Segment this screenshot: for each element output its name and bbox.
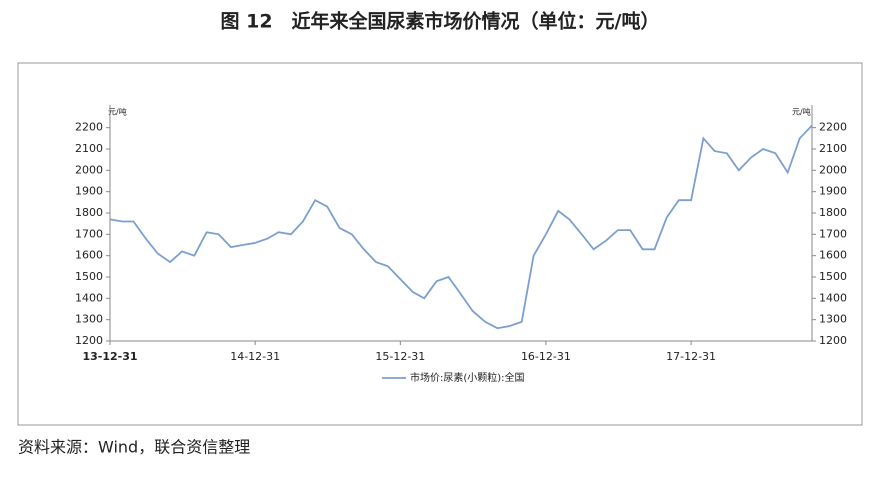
x-tick-label: 16-12-31 xyxy=(521,350,571,363)
y-tick-label: 1800 xyxy=(75,206,103,219)
y2-tick-label: 2000 xyxy=(819,163,847,176)
x-tick-label: 14-12-31 xyxy=(230,350,280,363)
y2-tick-label: 1700 xyxy=(819,227,847,240)
y2-unit: 元/吨 xyxy=(792,107,811,117)
y2-tick-label: 1500 xyxy=(819,270,847,283)
chart-title: 图 12 近年来全国尿素市场价情况（单位：元/吨） xyxy=(221,10,660,33)
y-tick-label: 2100 xyxy=(75,142,103,155)
source-note: 资料来源：Wind，联合资信整理 xyxy=(18,438,250,457)
y2-tick-label: 1300 xyxy=(819,313,847,326)
y2-tick-label: 1800 xyxy=(819,206,847,219)
y2-tick-label: 2200 xyxy=(819,121,847,134)
series-line xyxy=(109,124,813,330)
x-tick-label: 17-12-31 xyxy=(666,350,716,363)
y-unit: 元/吨 xyxy=(108,107,127,117)
y2-tick-label: 1400 xyxy=(819,291,847,304)
chart-frame xyxy=(17,62,863,426)
y2-tick-label: 1200 xyxy=(819,334,847,347)
y2-tick-label: 2100 xyxy=(819,142,847,155)
x-tick-label: 15-12-31 xyxy=(375,350,425,363)
y-tick-label: 1300 xyxy=(75,313,103,326)
x-tick-label: 13-12-31 xyxy=(82,350,137,363)
y-tick-label: 2000 xyxy=(75,163,103,176)
y-tick-label: 2200 xyxy=(75,121,103,134)
y-tick-label: 1200 xyxy=(75,334,103,347)
y2-tick-label: 1600 xyxy=(819,249,847,262)
y-tick-label: 1700 xyxy=(75,227,103,240)
y-tick-label: 1500 xyxy=(75,270,103,283)
y-tick-label: 1900 xyxy=(75,185,103,198)
y2-tick-label: 1900 xyxy=(819,185,847,198)
y-tick-label: 1600 xyxy=(75,249,103,262)
y-tick-label: 1400 xyxy=(75,291,103,304)
legend-label: 市场价:尿素(小颗粒):全国 xyxy=(410,371,525,384)
